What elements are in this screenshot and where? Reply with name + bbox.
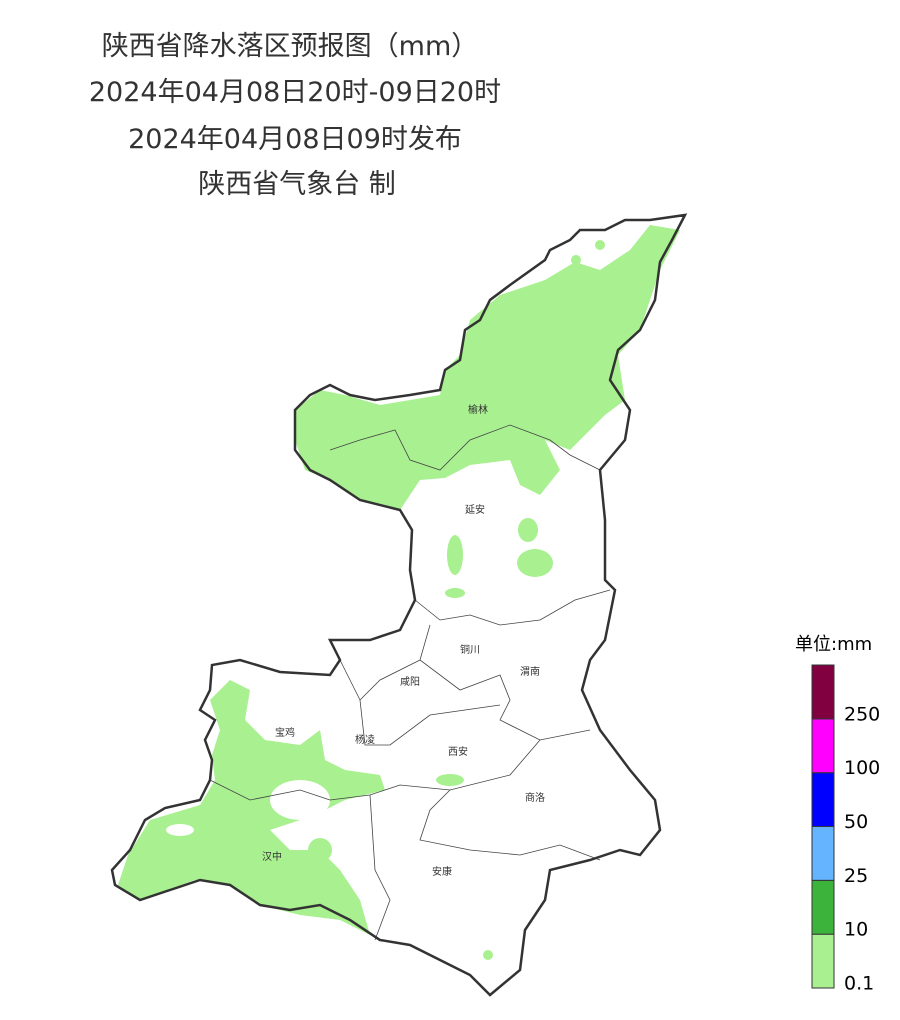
city-label: 安康 xyxy=(432,865,452,878)
legend-swatch xyxy=(811,718,835,774)
city-label: 汉中 xyxy=(262,850,282,863)
city-label: 铜川 xyxy=(460,644,480,656)
title: 陕西省降水落区预报图（mm） xyxy=(102,31,479,62)
legend-swatch xyxy=(811,664,835,720)
city-label: 宝鸡 xyxy=(275,726,295,739)
issuer: 陕西省气象台 制 xyxy=(198,169,396,200)
rain-areas xyxy=(118,225,680,960)
legend-label: 250 xyxy=(844,703,880,725)
legend-label: 50 xyxy=(844,811,868,833)
period: 2024年04月08日20时-09日20时 xyxy=(89,77,501,108)
city-label: 咸阳 xyxy=(400,676,420,688)
legend-swatch xyxy=(811,826,835,881)
legend-swatch xyxy=(811,879,835,935)
legend-label: 100 xyxy=(844,757,880,779)
legend-swatch xyxy=(811,933,835,989)
issued: 2024年04月08日09时发布 xyxy=(128,124,462,155)
legend-swatch xyxy=(811,772,835,828)
city-label: 渭南 xyxy=(520,665,540,678)
city-label: 榆林 xyxy=(468,403,488,416)
city-label: 杨凌 xyxy=(355,733,375,746)
city-label: 延安 xyxy=(465,503,485,516)
city-label: 商洛 xyxy=(525,791,545,804)
legend-label: 10 xyxy=(844,919,868,941)
legend-label: 0.1 xyxy=(844,973,874,995)
city-label: 西安 xyxy=(448,745,468,758)
province-outline xyxy=(110,213,688,997)
legend-title: 单位:mm xyxy=(795,634,872,655)
district-borders xyxy=(209,424,611,941)
legend-label: 25 xyxy=(844,865,868,887)
rain-holes xyxy=(166,420,628,836)
